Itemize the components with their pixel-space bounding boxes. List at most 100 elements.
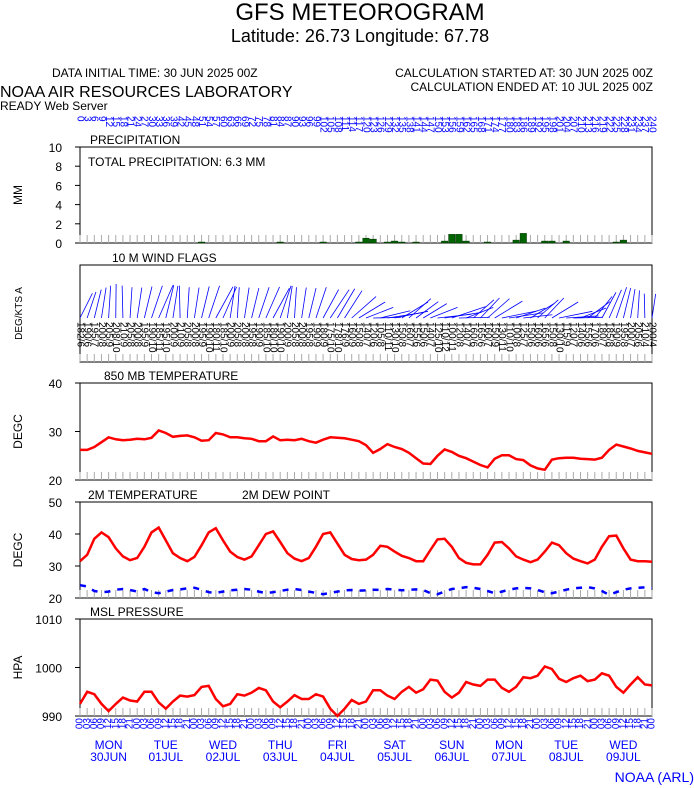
wind-label: 200/4 — [646, 322, 657, 347]
y-tick-label: 1000 — [35, 662, 62, 676]
forecast-hour-label: 219 — [596, 116, 607, 133]
hour-label: 00 — [475, 718, 486, 730]
date-label: 06JUL — [434, 750, 469, 764]
forecast-hour-label: 168 — [475, 116, 486, 133]
hour-label: 06 — [318, 718, 329, 730]
forecast-hour-label: 231 — [625, 116, 636, 133]
wind-label: 165/6 — [539, 322, 550, 347]
wind-barb — [194, 287, 200, 319]
precip-bar — [484, 241, 492, 244]
hour-label: 12 — [504, 718, 515, 730]
wind-barb — [322, 289, 339, 319]
wind-label: 200/9 — [282, 322, 293, 347]
forecast-hour-label: 174 — [489, 116, 500, 133]
wind-barb — [79, 293, 93, 319]
hour-label: 03 — [196, 718, 207, 730]
hour-label: 12 — [103, 718, 114, 730]
wind-label: 195/9 — [139, 322, 150, 347]
wind-label: 125/10 — [432, 322, 443, 353]
day-label: MON — [95, 738, 123, 752]
wind-barb — [172, 285, 179, 319]
wind-label: 208/10 — [110, 322, 121, 353]
forecast-hour-label: 123 — [368, 116, 379, 133]
forecast-hour-label: 30 — [146, 116, 157, 128]
hour-label: 03 — [539, 718, 550, 730]
wind-barb — [344, 290, 363, 319]
date-label: 03JUL — [263, 750, 298, 764]
hour-label: 12 — [218, 718, 229, 730]
wind-barb — [458, 316, 490, 319]
forecast-hour-label: 60 — [217, 116, 228, 128]
wind-barb — [265, 286, 280, 319]
precip-bar — [383, 241, 391, 244]
y-tick-label: 20 — [49, 592, 63, 606]
day-label: MON — [495, 738, 523, 752]
forecast-hour-label: 213 — [582, 116, 593, 133]
forecast-hour-label: 192 — [532, 116, 543, 133]
hour-label: 12 — [389, 718, 400, 730]
wind-label: 150/8 — [353, 322, 364, 347]
wind-barb — [208, 285, 220, 319]
calc-started: CALCULATION STARTED AT: 30 JUN 2025 00Z — [395, 66, 653, 80]
y-tick-label: 50 — [49, 496, 63, 510]
precip-bar — [512, 239, 520, 244]
wind-label: 160/7 — [403, 322, 414, 347]
date-label: 01JUL — [148, 750, 183, 764]
wind-barb — [501, 310, 537, 319]
hour-label: 09 — [268, 718, 279, 730]
hour-label: 09 — [611, 718, 622, 730]
wind-label: 140/7 — [460, 322, 471, 347]
wind-label: 180/10 — [267, 322, 278, 353]
hour-label: 18 — [632, 718, 643, 730]
wind-barb — [222, 286, 238, 319]
wind-barb — [444, 312, 482, 319]
y-axis-label: DEGC — [11, 532, 25, 567]
wind-barb — [487, 298, 510, 319]
wind-label: 190/6 — [82, 322, 93, 347]
y-axis-label: HPA — [11, 656, 25, 680]
legend-entry: 2M DEW POINT — [242, 488, 331, 502]
panel-title: 850 MB TEMPERATURE — [104, 369, 238, 383]
forecast-hour-label: 147 — [425, 116, 436, 133]
wind-label: 200/8 — [132, 322, 143, 347]
annotation: TOTAL PRECIPITATION: 6.3 MM — [88, 155, 265, 169]
hour-label: 21 — [411, 718, 422, 730]
hour-label: 09 — [210, 718, 221, 730]
hour-label: 06 — [547, 718, 558, 730]
wind-barb — [651, 293, 657, 319]
wind-barb — [608, 289, 622, 319]
hour-label: 00 — [647, 718, 658, 730]
forecast-hour-label: 6 — [89, 116, 100, 122]
wind-barb — [308, 287, 317, 319]
y-tick-label: 10 — [49, 141, 63, 155]
day-label: TUE — [554, 738, 578, 752]
forecast-hour-label: 93 — [296, 116, 307, 128]
forecast-hour-label: 135 — [396, 116, 407, 133]
hour-label: 03 — [368, 718, 379, 730]
forecast-hour-label: 105 — [325, 116, 336, 133]
hour-label: 15 — [110, 718, 121, 730]
wind-barb — [530, 303, 555, 319]
y-axis-label: DEGC — [11, 414, 25, 449]
y-tick-label: 2 — [55, 218, 62, 232]
wind-label: 205/8 — [289, 322, 300, 347]
date-label: 30JUN — [90, 750, 127, 764]
wind-label: 210/4 — [639, 322, 650, 347]
hour-label: 18 — [518, 718, 529, 730]
forecast-hour-label: 114 — [346, 116, 357, 132]
hour-label: 15 — [168, 718, 179, 730]
wind-label: 175/10 — [325, 322, 336, 353]
wind-label: 200/8 — [189, 322, 200, 347]
wind-label: 110/12 — [439, 322, 450, 352]
legend-entry: 2M TEMPERATURE — [88, 488, 198, 502]
y-tick-label: 20 — [49, 474, 63, 488]
hour-label: 03 — [139, 718, 150, 730]
precip-bar — [619, 239, 627, 244]
hour-label: 21 — [239, 718, 250, 730]
forecast-hour-label: 39 — [167, 116, 178, 128]
hour-label: 09 — [96, 718, 107, 730]
wind-label: 200/7 — [625, 322, 636, 347]
forecast-hour-label: 204 — [561, 116, 572, 133]
day-label: WED — [209, 738, 237, 752]
wind-label: 155/6 — [582, 322, 593, 347]
